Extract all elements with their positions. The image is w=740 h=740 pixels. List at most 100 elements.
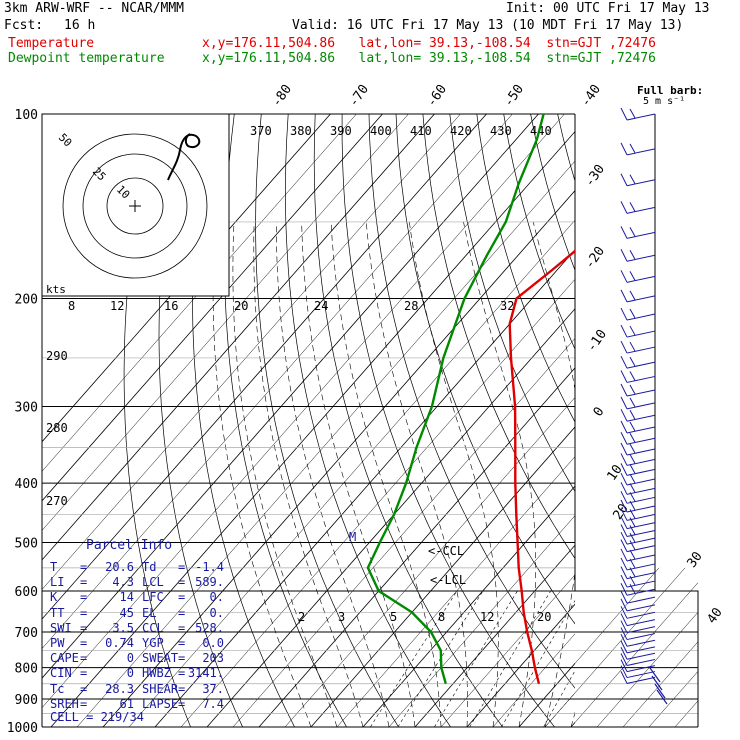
wind-barb-shaft <box>626 313 656 321</box>
parcel-info-title: Parcel Info <box>86 538 173 553</box>
isotherm-line <box>336 456 575 728</box>
condensation-level-marker: <-LCL <box>430 573 466 587</box>
parcel-param-value: 0. <box>209 605 224 620</box>
isotherm-line <box>597 114 740 727</box>
pressure-tick-label: 700 <box>15 626 38 641</box>
wind-barb-flag <box>629 525 636 535</box>
wind-barb-shaft <box>626 563 656 571</box>
wind-barb <box>620 620 656 634</box>
wind-barb-flag <box>629 464 636 474</box>
wind-barb <box>620 499 656 513</box>
wind-barb-flag <box>620 270 628 283</box>
wind-barb-flag <box>620 598 628 612</box>
parcel-equals: = <box>80 560 88 574</box>
dry-adiabat <box>341 114 555 728</box>
parcel-param-label: YGP <box>142 636 164 650</box>
wind-barb-shaft <box>626 402 656 410</box>
isotherm-line <box>154 249 575 728</box>
dry-adiabat <box>585 114 740 727</box>
temperature-tick-label: 40 <box>704 605 725 626</box>
wind-barb-shaft <box>626 596 656 604</box>
wind-barb-flag <box>620 173 628 186</box>
wind-barb-flag <box>620 647 628 660</box>
wind-barb-flag <box>620 499 628 513</box>
parcel-param-value: 45 <box>119 605 134 620</box>
wind-barb-shaft <box>626 652 656 660</box>
temperature-tick-label: -10 <box>584 327 610 355</box>
moist-adiabat <box>253 221 364 728</box>
wind-barb-flag <box>629 341 636 352</box>
wind-barb <box>620 107 656 121</box>
parcel-param-label: K <box>50 590 58 605</box>
wind-barb-shaft <box>626 478 656 486</box>
wind-barb <box>620 383 656 397</box>
wind-barb <box>620 590 656 604</box>
hodograph-speed-label: 32 <box>500 299 514 313</box>
pressure-tick-label: 500 <box>15 536 38 551</box>
parcel-param-label: HWBZ <box>142 666 171 681</box>
parcel-param-value: 589. <box>195 575 224 590</box>
surface-wind-barb <box>654 683 666 699</box>
parcel-equals: = <box>80 636 88 650</box>
wind-barb-shaft <box>626 330 656 338</box>
theta-label: 390 <box>330 124 352 138</box>
wind-barb <box>620 463 656 476</box>
isotherm-line <box>42 114 487 620</box>
wind-barb <box>620 566 656 580</box>
wind-barb-flag <box>620 583 628 596</box>
wind-barb-flag <box>629 308 636 319</box>
parcel-param-value: 14 <box>119 590 134 605</box>
wind-barb-shaft <box>626 646 656 654</box>
parcel-equals: = <box>178 590 186 605</box>
isotherm-line <box>544 567 686 728</box>
wind-barb-flag <box>629 421 636 432</box>
wind-barb-flag <box>620 307 628 321</box>
parcel-param-label: TT <box>50 605 65 620</box>
isotherm-line <box>466 603 575 728</box>
wind-barb-shaft <box>626 513 656 521</box>
isotherm-line <box>622 641 698 728</box>
wind-barb-flag <box>629 509 636 519</box>
wind-barb <box>620 249 656 262</box>
wind-barb-flag <box>629 143 636 154</box>
parcel-equals: = <box>178 636 186 650</box>
parcel-param-label: SWI <box>50 620 72 635</box>
parcel-param-value: 3.5 <box>112 620 134 635</box>
wind-barb-flag <box>620 463 628 476</box>
wind-barb-shaft <box>626 275 656 283</box>
surface-wind-barb <box>649 667 661 683</box>
wind-barb-shaft <box>626 389 656 397</box>
wind-barb-flag <box>620 539 628 552</box>
parcel-param-value: 7.4 <box>202 696 224 711</box>
wind-barb-flag <box>620 613 628 626</box>
wind-barb-shaft <box>626 295 656 303</box>
isotherm-line <box>42 114 435 561</box>
wind-barb-flag <box>620 355 628 369</box>
isotherm-line <box>42 114 565 709</box>
cell-motion: CELL = 219/34 <box>50 710 144 724</box>
wind-barb-shaft <box>626 437 656 445</box>
mixing-ratio-label: 3 <box>338 610 345 624</box>
parcel-equals: = <box>80 681 88 696</box>
wind-barb-flag <box>620 201 628 214</box>
temperature-legend: Temperature <box>8 36 95 51</box>
wind-barb-flag <box>629 517 636 527</box>
hodograph-ring <box>62 133 208 279</box>
wind-barb-shaft <box>626 604 656 612</box>
parcel-param-label: CCL <box>142 620 164 635</box>
wind-barb-flag <box>620 442 628 456</box>
hodograph-speed-label: 20 <box>234 299 248 313</box>
isotherm-line <box>42 114 539 679</box>
parcel-equals: = <box>178 575 186 590</box>
hodograph-speed-label: 24 <box>314 299 328 313</box>
dry-adiabat <box>692 114 740 727</box>
wind-barb <box>620 613 656 627</box>
wind-barb-flag <box>629 558 636 569</box>
wind-barb-flag <box>629 371 636 381</box>
parcel-equals: = <box>80 590 88 605</box>
wind-barb-flag <box>620 249 628 262</box>
theta-label: 420 <box>450 124 472 138</box>
dewpoint-location: x,y=176.11,504.86 lat,lon= 39.13,-108.54… <box>202 51 656 66</box>
pressure-tick-label: 600 <box>15 585 38 600</box>
wind-barb <box>620 408 656 422</box>
